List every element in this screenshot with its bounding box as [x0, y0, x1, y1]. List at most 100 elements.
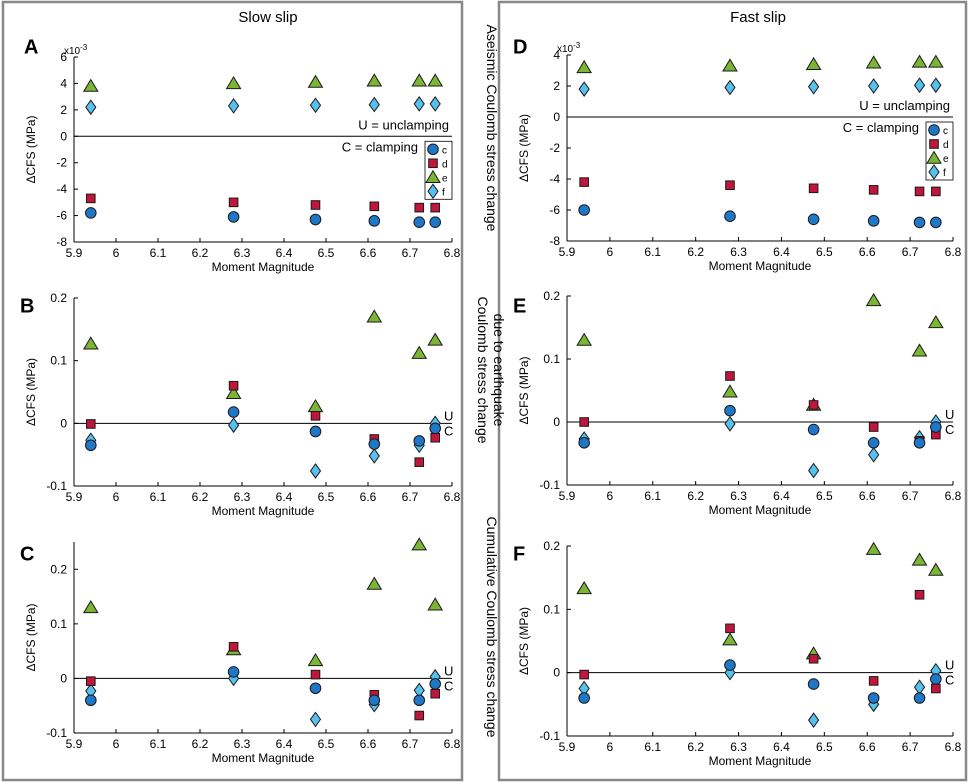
data-point-f — [807, 712, 820, 729]
legend-label-d: d — [943, 140, 949, 151]
x-tick-label: 6.2 — [192, 246, 209, 260]
x-tick-label: 5.9 — [559, 740, 576, 754]
data-point-f — [807, 462, 820, 479]
col-title-fast: Fast slip — [730, 9, 786, 26]
data-point-c — [227, 666, 240, 678]
data-point-e — [865, 541, 882, 555]
x-tick-label: 6 — [113, 246, 120, 260]
x-tick-label: 6.7 — [402, 246, 419, 260]
y-tick-label: -6 — [56, 209, 67, 223]
y-axis-label: ΔCFS (MPa) — [517, 356, 531, 424]
legend-marker-c — [427, 143, 439, 156]
data-point-f — [930, 77, 942, 94]
data-point-c — [429, 678, 442, 690]
data-point-f — [368, 448, 380, 464]
data-point-f — [868, 78, 880, 94]
x-tick-label: 5.9 — [66, 246, 83, 260]
data-point-c — [368, 694, 381, 707]
data-point-c — [85, 694, 97, 707]
col-title-slow: Slow slip — [238, 9, 297, 26]
u-marker: U — [444, 408, 453, 423]
data-point-d — [931, 683, 941, 694]
data-point-c — [913, 216, 926, 229]
data-point-c — [227, 406, 240, 418]
x-tick-label: 5.9 — [66, 737, 83, 751]
c-marker: C — [945, 422, 954, 437]
data-point-e — [82, 78, 99, 92]
legend-label-e: e — [943, 154, 949, 165]
data-point-d — [414, 710, 425, 721]
data-point-f — [913, 77, 926, 94]
y-tick-label: -8 — [549, 234, 560, 248]
data-point-e — [722, 632, 738, 646]
x-axis-label: Moment Magnitude — [709, 503, 812, 517]
y-axis-label: ΔCFS (MPa) — [24, 115, 38, 183]
x-tick-label: 6 — [113, 490, 120, 504]
data-point-d — [228, 380, 239, 391]
u-marker: U — [444, 663, 453, 678]
y-tick-label: 0.2 — [543, 539, 560, 553]
row-label-2-line-1: Coulomb stress change — [475, 296, 491, 443]
x-axis-label: Moment Magnitude — [212, 260, 315, 274]
data-point-e — [576, 580, 593, 595]
data-point-c — [913, 436, 926, 449]
legend-marker-f — [427, 183, 439, 200]
legend-marker-d — [929, 139, 939, 149]
data-point-c — [227, 211, 240, 223]
panel-letter-c: C — [20, 544, 34, 566]
right-frame — [497, 0, 968, 782]
data-point-f — [368, 96, 380, 113]
y-tick-label: 0.1 — [543, 352, 560, 366]
data-point-c — [368, 438, 381, 450]
y-axis-label: ΔCFS (MPa) — [517, 114, 531, 182]
data-point-d — [579, 177, 589, 187]
row-label-2-line-2: due to earthquake — [491, 314, 507, 427]
data-point-c — [913, 692, 926, 704]
unclamping-note: U = unclamping — [859, 98, 950, 113]
data-point-c — [724, 404, 736, 417]
x-tick-label: 6.5 — [816, 245, 833, 259]
y-tick-label: 0.2 — [50, 291, 67, 305]
data-point-e — [576, 59, 593, 74]
y-tick-label: -2 — [56, 156, 67, 170]
x-tick-label: 6 — [113, 737, 120, 751]
x-tick-label: 6.4 — [773, 740, 790, 754]
x-tick-label: 6.6 — [859, 489, 876, 503]
y-tick-label: 0 — [60, 671, 67, 685]
row-labels: Aseismic Coulomb stress change Coulomb st… — [475, 25, 507, 738]
data-point-e — [911, 54, 928, 68]
y-tick-label: 4 — [60, 76, 67, 90]
x-tick-label: 6.5 — [816, 489, 833, 503]
data-point-e — [82, 336, 99, 350]
x-tick-label: 6.8 — [444, 490, 461, 504]
data-point-e — [865, 55, 882, 69]
data-point-f — [724, 416, 736, 432]
data-point-e — [576, 332, 593, 346]
y-tick-label: 4 — [553, 48, 560, 62]
data-point-e — [366, 576, 383, 590]
data-point-d — [725, 371, 735, 381]
data-point-f — [429, 96, 441, 112]
y-tick-label: -4 — [549, 172, 560, 186]
x-tick-label: 6.1 — [150, 490, 167, 504]
data-point-c — [867, 692, 880, 704]
x-tick-label: 6 — [607, 740, 614, 754]
data-point-c — [413, 435, 426, 447]
data-point-f — [85, 99, 97, 116]
data-point-e — [225, 75, 242, 90]
data-point-d — [310, 200, 321, 210]
panel-c: C 5.9 6 6.1 6.2 6.3 6.4 6.5 6.6 6.7 6.8 -0.1 0 0.1 0.2… — [20, 537, 461, 765]
x-tick-label: 6.7 — [402, 737, 419, 751]
x-tick-label: 6.8 — [945, 740, 962, 754]
data-point-d — [86, 193, 96, 204]
data-point-c — [413, 216, 426, 228]
x-tick-label: 6.6 — [859, 740, 876, 754]
data-point-c — [309, 425, 322, 438]
row-label-1-line-1: Aseismic Coulomb stress change — [484, 25, 500, 232]
x-tick-label: 6.3 — [234, 737, 251, 751]
data-point-e — [427, 73, 444, 87]
y-tick-label: -4 — [56, 182, 67, 196]
x-tick-label: 6.3 — [234, 246, 251, 260]
y-axis-label: ΔCFS (MPa) — [517, 607, 531, 675]
